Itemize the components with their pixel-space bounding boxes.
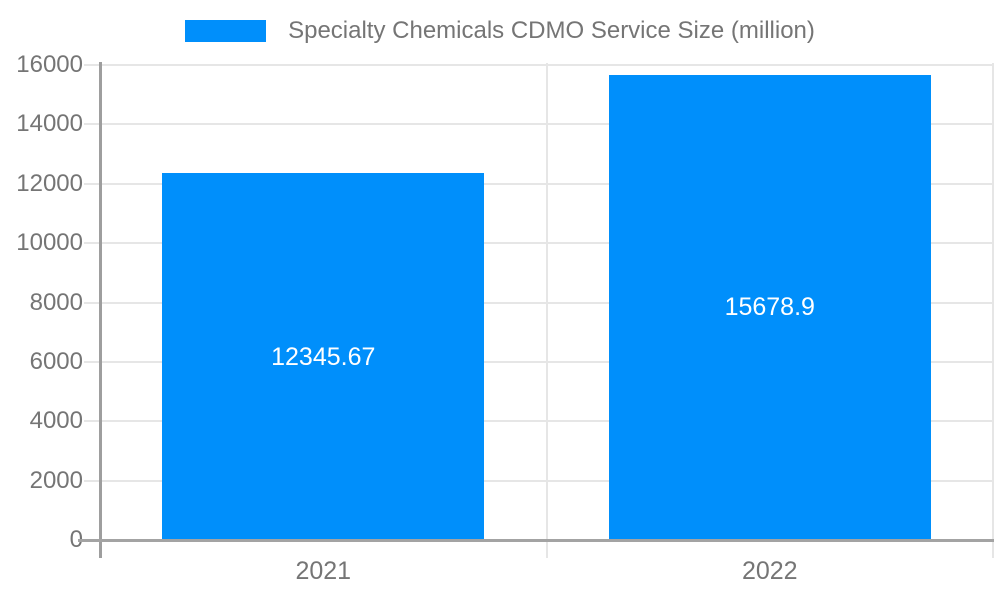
y-axis-tick [84,64,100,66]
x-tick-label: 2021 [295,557,352,585]
legend-swatch [185,20,267,42]
y-tick-label: 2000 [29,466,83,494]
y-tick-label: 6000 [29,347,83,375]
y-axis-line [98,62,102,558]
y-axis-tick [84,420,100,423]
y-axis-tick [84,123,100,126]
legend[interactable]: Specialty Chemicals CDMO Service Size (m… [0,17,1000,45]
v-gridline [992,63,994,540]
y-tick-label: 12000 [16,169,83,197]
v-gridline [545,63,548,540]
y-axis-tick [84,479,100,482]
x-tick-label: 2022 [741,557,798,585]
y-axis-tick [84,182,100,185]
bar[interactable] [608,74,931,540]
y-axis-tick [84,360,100,363]
y-tick-label: 14000 [16,110,83,138]
y-tick-label: 16000 [16,51,83,78]
bar-value-label: 15678.9 [724,293,815,322]
bar-value-label: 12345.67 [271,342,376,371]
y-tick-label: 8000 [29,288,83,316]
x-axis-tick [992,540,994,558]
y-tick-label: 4000 [29,407,83,435]
y-axis-tick [84,301,100,304]
bar[interactable] [162,173,485,540]
y-tick-label: 0 [69,526,83,553]
y-tick-label: 10000 [16,229,83,257]
legend-label: Specialty Chemicals CDMO Service Size (m… [288,17,815,44]
x-axis-line [78,538,994,542]
x-axis-tick [545,540,548,558]
y-axis-tick [84,242,100,245]
